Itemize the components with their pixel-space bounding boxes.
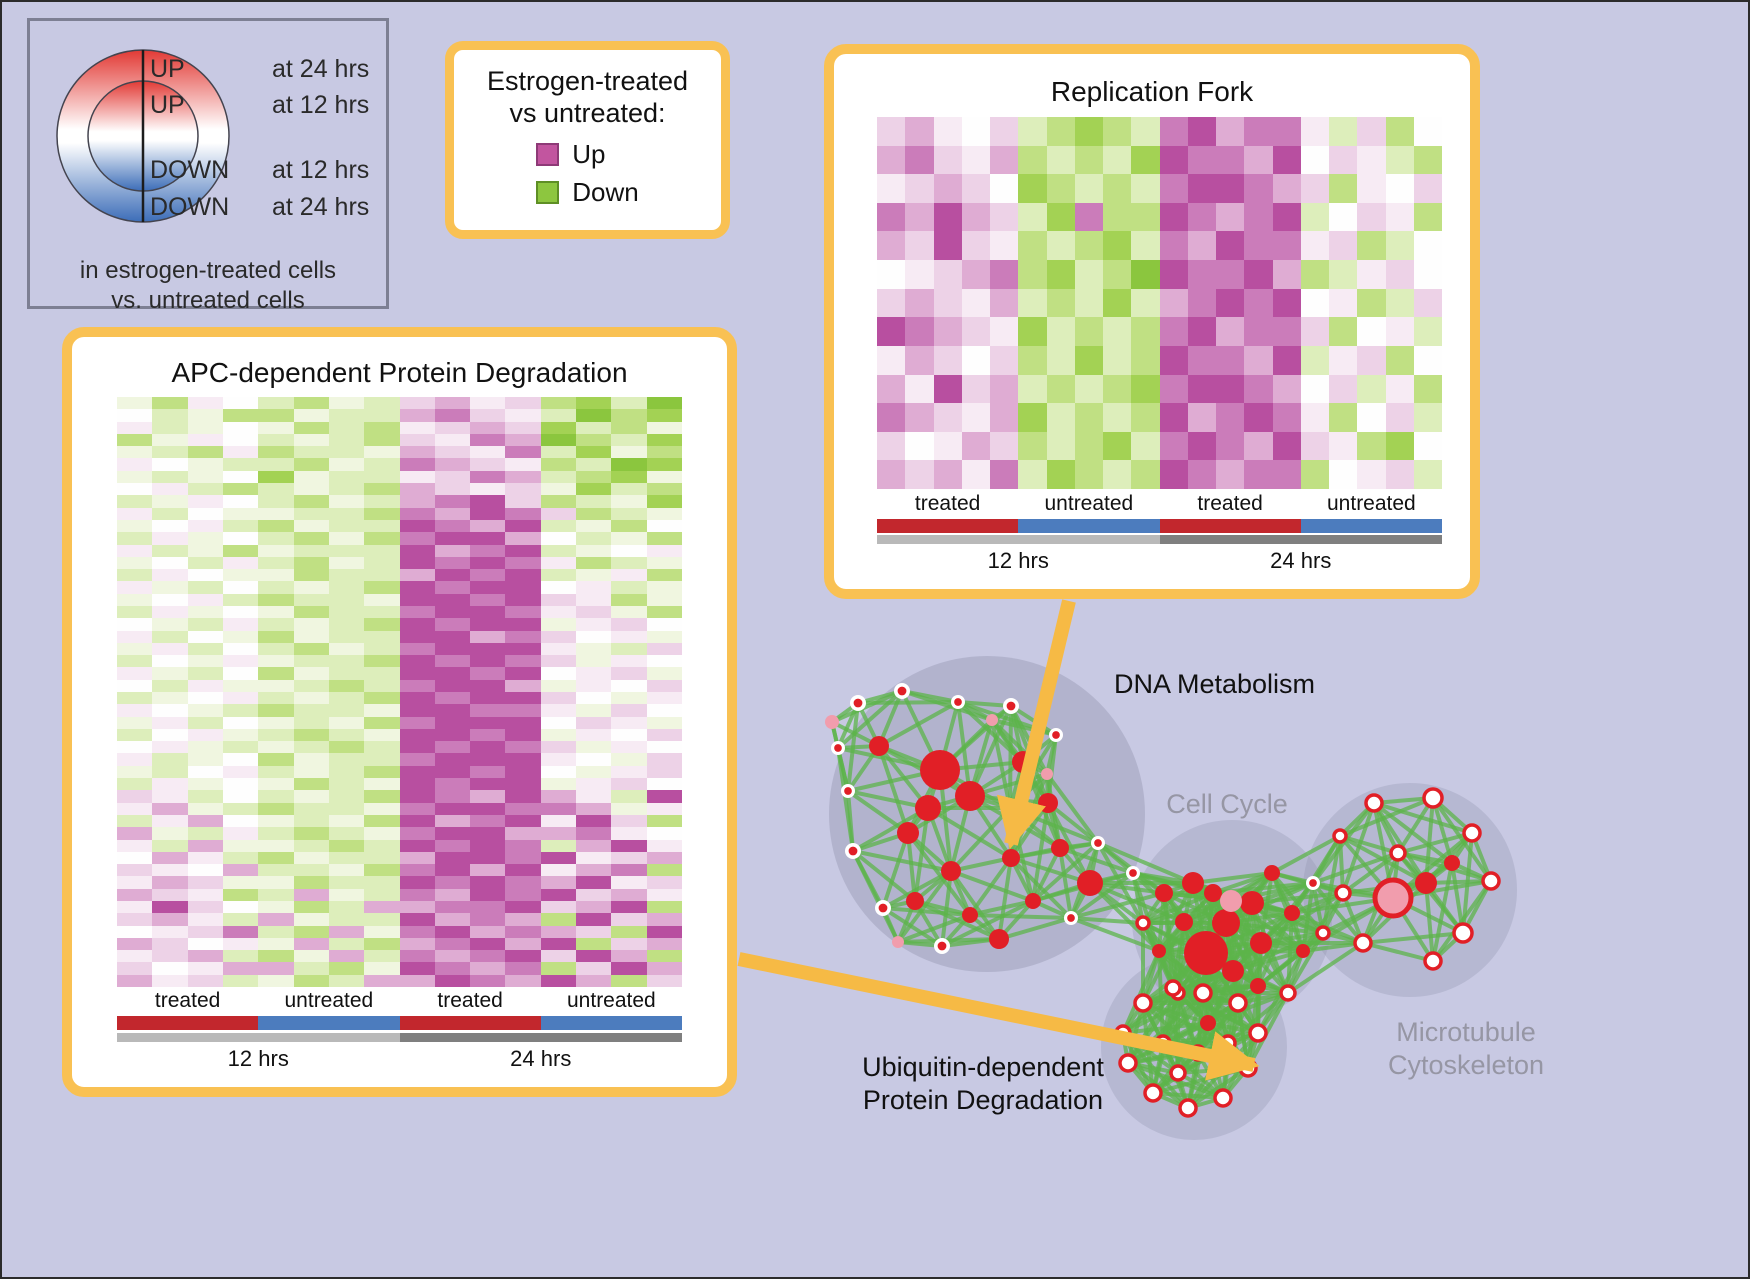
microtubule-line2: Cytoskeleton [1387, 1049, 1545, 1080]
bar-24hrs [1159, 535, 1442, 544]
treated-label: treated [154, 989, 221, 1012]
dna-metabolism-label: DNA Metabolism [1113, 669, 1316, 699]
direction-label: DOWN [150, 156, 230, 184]
estrogen-legend-title: Estrogen-treated vs untreated: [454, 65, 721, 130]
microtubule-cytoskeleton-label: Microtubule Cytoskeleton [1350, 1016, 1582, 1082]
treated-bar [1159, 519, 1301, 533]
untreated-label: untreated [567, 989, 656, 1012]
untreated-bar [258, 1016, 400, 1030]
apc-degradation-panel: APC-dependent Protein Degradation treate… [62, 327, 737, 1097]
treated-label: treated [437, 989, 503, 1012]
time-label: at 24 hrs [272, 193, 370, 221]
down-color-swatch [536, 180, 560, 204]
untreated-label: untreated [1327, 492, 1416, 515]
direction-label: UP [150, 55, 185, 83]
direction-label: DOWN [150, 193, 230, 221]
apc-panel-title: APC-dependent Protein Degradation [171, 357, 628, 388]
legend-footer-line2: vs. untreated cells [111, 287, 305, 314]
direction-label: UP [150, 91, 185, 119]
network-nodes [825, 683, 1501, 1118]
legend-footer-line1: in estrogen-treated cells [79, 257, 337, 284]
label-12hrs: 12 hrs [987, 548, 1049, 573]
flow-arrows [737, 599, 1260, 1081]
replication-fork-panel: Replication Fork treated untreated treat… [824, 44, 1480, 599]
condition-labels-row: treated untreated treated untreated [117, 989, 682, 1013]
treated-label: treated [914, 492, 981, 515]
time-labels-row: 12 hrs 24 hrs [877, 548, 1442, 574]
treated-bar [399, 1016, 541, 1030]
legend-row-down-12h: DOWN at 12 hrs [30, 156, 386, 186]
label-12hrs: 12 hrs [227, 1046, 289, 1071]
up-label: Up [572, 138, 606, 169]
time-label: at 24 hrs [272, 55, 370, 83]
bar-24hrs [399, 1033, 682, 1042]
bar-12hrs [117, 1033, 400, 1042]
condition-color-bar [117, 1016, 682, 1030]
treated-bar [877, 519, 1019, 533]
replication-panel-title: Replication Fork [1050, 76, 1254, 107]
legend-item-up: Up [536, 138, 606, 170]
legend-row-down-24h: DOWN at 24 hrs [30, 193, 386, 223]
untreated-bar [540, 1016, 682, 1030]
untreated-bar [1018, 519, 1160, 533]
untreated-bar [1300, 519, 1442, 533]
label-24hrs: 24 hrs [510, 1046, 572, 1071]
updown-rings-icon [56, 49, 230, 223]
condition-color-bar [877, 519, 1442, 533]
down-label: Down [572, 176, 639, 207]
ubiquitin-degradation-label: Ubiquitin-dependent Protein Degradation [854, 1051, 1112, 1117]
untreated-label: untreated [1044, 492, 1134, 515]
time-color-bar [117, 1033, 682, 1042]
cell-cycle-label: Cell Cycle [1166, 789, 1288, 819]
estrogen-legend-items: Up Down [536, 138, 639, 208]
legend-item-down: Down [536, 176, 639, 208]
updown-legend-box: UP at 24 hrs UP at 12 hrs DOWN at 12 hrs… [27, 18, 389, 314]
treated-bar [117, 1016, 259, 1030]
time-label: at 12 hrs [272, 156, 370, 184]
ubiquitin-line2: Protein Degradation [862, 1084, 1104, 1115]
untreated-label: untreated [284, 989, 374, 1012]
estrogen-title-line2: vs untreated: [509, 98, 666, 129]
apc-heatmap [117, 397, 682, 987]
legend-row-up-12h: UP at 12 hrs [30, 91, 386, 121]
condition-labels-row: treated untreated treated untreated [877, 492, 1442, 516]
up-color-swatch [536, 142, 560, 166]
replication-heatmap [877, 117, 1442, 489]
estrogen-title-line1: Estrogen-treated [486, 66, 689, 96]
legend-row-up-24h: UP at 24 hrs [30, 55, 386, 85]
time-label: at 12 hrs [272, 91, 370, 119]
microtubule-line1: Microtubule [1396, 1017, 1536, 1047]
bar-12hrs [877, 535, 1160, 544]
time-labels-row: 12 hrs 24 hrs [117, 1046, 682, 1072]
ubiquitin-line1: Ubiquitin-dependent [862, 1052, 1104, 1082]
treated-label: treated [1197, 492, 1263, 515]
time-color-bar [877, 535, 1442, 544]
estrogen-color-legend: Estrogen-treated vs untreated: Up Down [445, 41, 730, 239]
label-24hrs: 24 hrs [1270, 548, 1332, 573]
